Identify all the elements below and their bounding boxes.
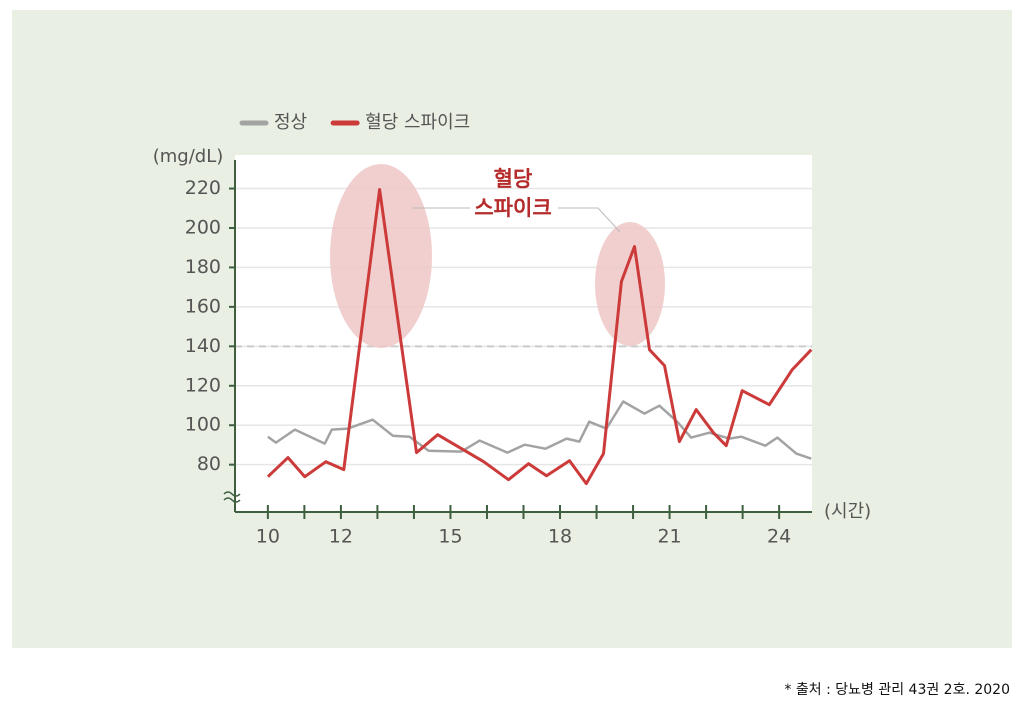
y-tick-label: 160 (185, 295, 221, 317)
legend: 정상 혈당 스파이크 (239, 112, 470, 133)
x-tick-label: 10 (256, 526, 280, 548)
axes (223, 160, 812, 519)
x-tick-label: 21 (657, 526, 681, 548)
y-tick-label: 120 (185, 374, 221, 396)
y-tick-label: 200 (185, 216, 221, 238)
y-axis-label: (mg/dL) (153, 146, 224, 167)
x-tick-label: 15 (438, 526, 462, 548)
y-tick-label: 80 (197, 453, 221, 475)
plot-area (235, 155, 812, 512)
x-axis-label: (시간) (824, 501, 871, 522)
annotation: 혈당 (494, 167, 533, 191)
axis-break (223, 491, 241, 503)
lines (266, 188, 813, 486)
y-tick-label: 100 (185, 414, 221, 436)
y-tick-label: 140 (185, 335, 221, 357)
series-line (266, 188, 813, 486)
x-tick-label: 24 (767, 526, 791, 548)
source-note: * 출처 : 당뇨병 관리 43권 2호. 2020 (784, 682, 1010, 698)
y-tick-label: 220 (185, 177, 221, 199)
x-tick-label: 12 (329, 526, 353, 548)
legend-label: 정상 (274, 112, 307, 133)
annotation-leader (558, 207, 621, 233)
highlight-ellipse (330, 164, 432, 348)
legend-label: 혈당 스파이크 (365, 112, 470, 133)
annotation: 스파이크 (474, 196, 551, 220)
x-tick-label: 18 (548, 526, 572, 548)
y-tick-label: 180 (185, 256, 221, 278)
highlight-ellipse (595, 222, 665, 346)
